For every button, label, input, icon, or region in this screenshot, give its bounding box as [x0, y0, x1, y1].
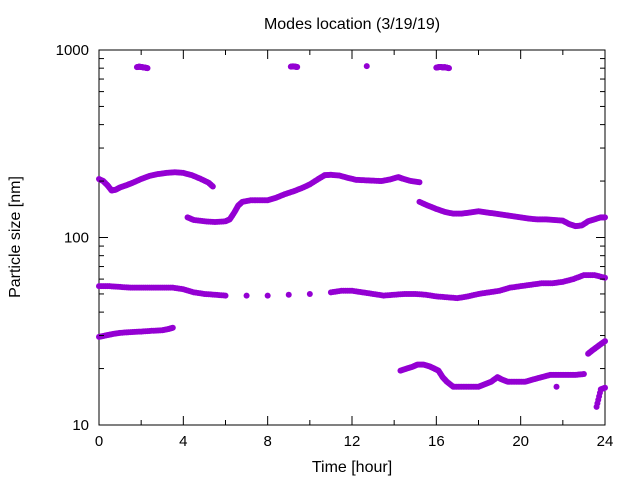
data-point — [222, 292, 229, 299]
y-axis-label: Particle size [nm] — [7, 176, 24, 298]
data-point — [144, 65, 151, 72]
data-point — [602, 384, 608, 391]
x-axis-label: Time [hour] — [312, 459, 392, 476]
x-tick-label: 4 — [179, 433, 187, 450]
y-tick-label: 100 — [64, 230, 89, 247]
x-tick-label: 0 — [95, 433, 103, 450]
data-point — [553, 383, 560, 390]
data-points — [96, 63, 608, 410]
data-point — [264, 292, 271, 299]
plot-frame — [98, 49, 606, 426]
data-point — [363, 63, 370, 70]
y-tick-label: 10 — [72, 417, 89, 434]
data-point — [285, 291, 292, 298]
x-tick-label: 16 — [428, 433, 445, 450]
data-point — [445, 65, 452, 72]
data-point — [306, 290, 313, 297]
x-tick-label: 20 — [512, 433, 529, 450]
data-point — [580, 371, 587, 378]
chart-title: Modes location (3/19/19) — [264, 16, 440, 33]
axis-ticks: 0 4 8 12 16 20 24 10 100 1000 — [56, 42, 614, 450]
data-point — [209, 183, 216, 190]
data-point — [602, 214, 608, 221]
x-tick-label: 24 — [597, 433, 614, 450]
data-point — [169, 324, 176, 331]
x-tick-label: 12 — [344, 433, 361, 450]
data-point — [243, 292, 250, 299]
data-point — [294, 63, 301, 70]
x-tick-label: 8 — [263, 433, 271, 450]
y-tick-label: 1000 — [56, 42, 89, 59]
data-point — [602, 338, 608, 345]
data-point — [416, 179, 423, 186]
data-point — [602, 274, 608, 281]
